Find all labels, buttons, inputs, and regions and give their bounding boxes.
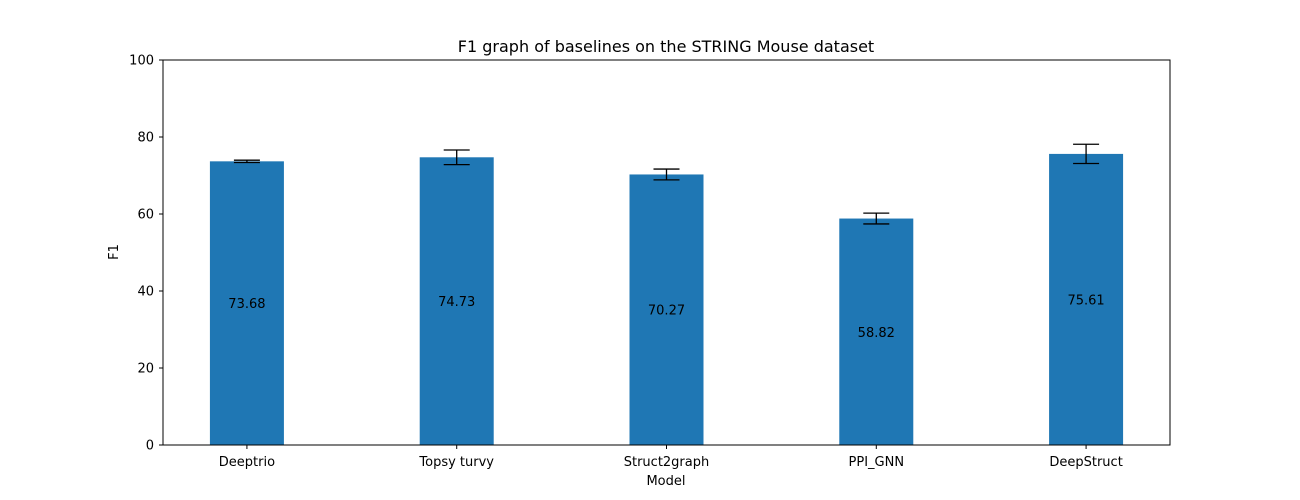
- x-axis-ticks: Deeptrio Topsy turvy Struct2graph PPI_GNN De…: [219, 445, 1123, 470]
- x-axis-label: Model: [646, 474, 685, 489]
- y-tick-label: 60: [137, 208, 154, 223]
- bar-value-label: 75.61: [1067, 293, 1104, 308]
- bar-value-label: 70.27: [648, 304, 685, 319]
- bar-value-label: 58.82: [858, 326, 895, 341]
- plot-frame: [162, 59, 1171, 446]
- y-axis-label: F1: [107, 244, 122, 260]
- y-tick-label: 40: [137, 285, 154, 300]
- x-tick-label: PPI_GNN: [849, 455, 905, 470]
- bar: [209, 161, 284, 445]
- x-tick-label: DeepStruct: [1049, 455, 1122, 470]
- x-tick-label: Deeptrio: [219, 455, 275, 470]
- bar-value-label: 74.73: [438, 295, 475, 310]
- y-tick-label: 100: [129, 54, 154, 69]
- y-tick-label: 20: [137, 362, 154, 377]
- bar-value-labels: 73.68 74.73 70.27 58.82 75.61: [228, 293, 1104, 340]
- y-tick-label: 0: [146, 439, 154, 454]
- y-axis-ticks: 0 20 40 60 80 100: [129, 54, 163, 454]
- chart-title: F1 graph of baselines on the STRING Mous…: [458, 37, 874, 56]
- bar: [629, 174, 704, 445]
- y-tick-label: 80: [137, 131, 154, 146]
- x-tick-label: Struct2graph: [624, 455, 710, 470]
- x-tick-label: Topsy turvy: [418, 455, 494, 470]
- bars-group: [209, 153, 1124, 446]
- bar: [419, 157, 494, 446]
- bar: [1049, 153, 1124, 446]
- bar: [839, 218, 914, 445]
- error-bars-group: [233, 143, 1100, 225]
- bar-value-label: 73.68: [228, 297, 265, 312]
